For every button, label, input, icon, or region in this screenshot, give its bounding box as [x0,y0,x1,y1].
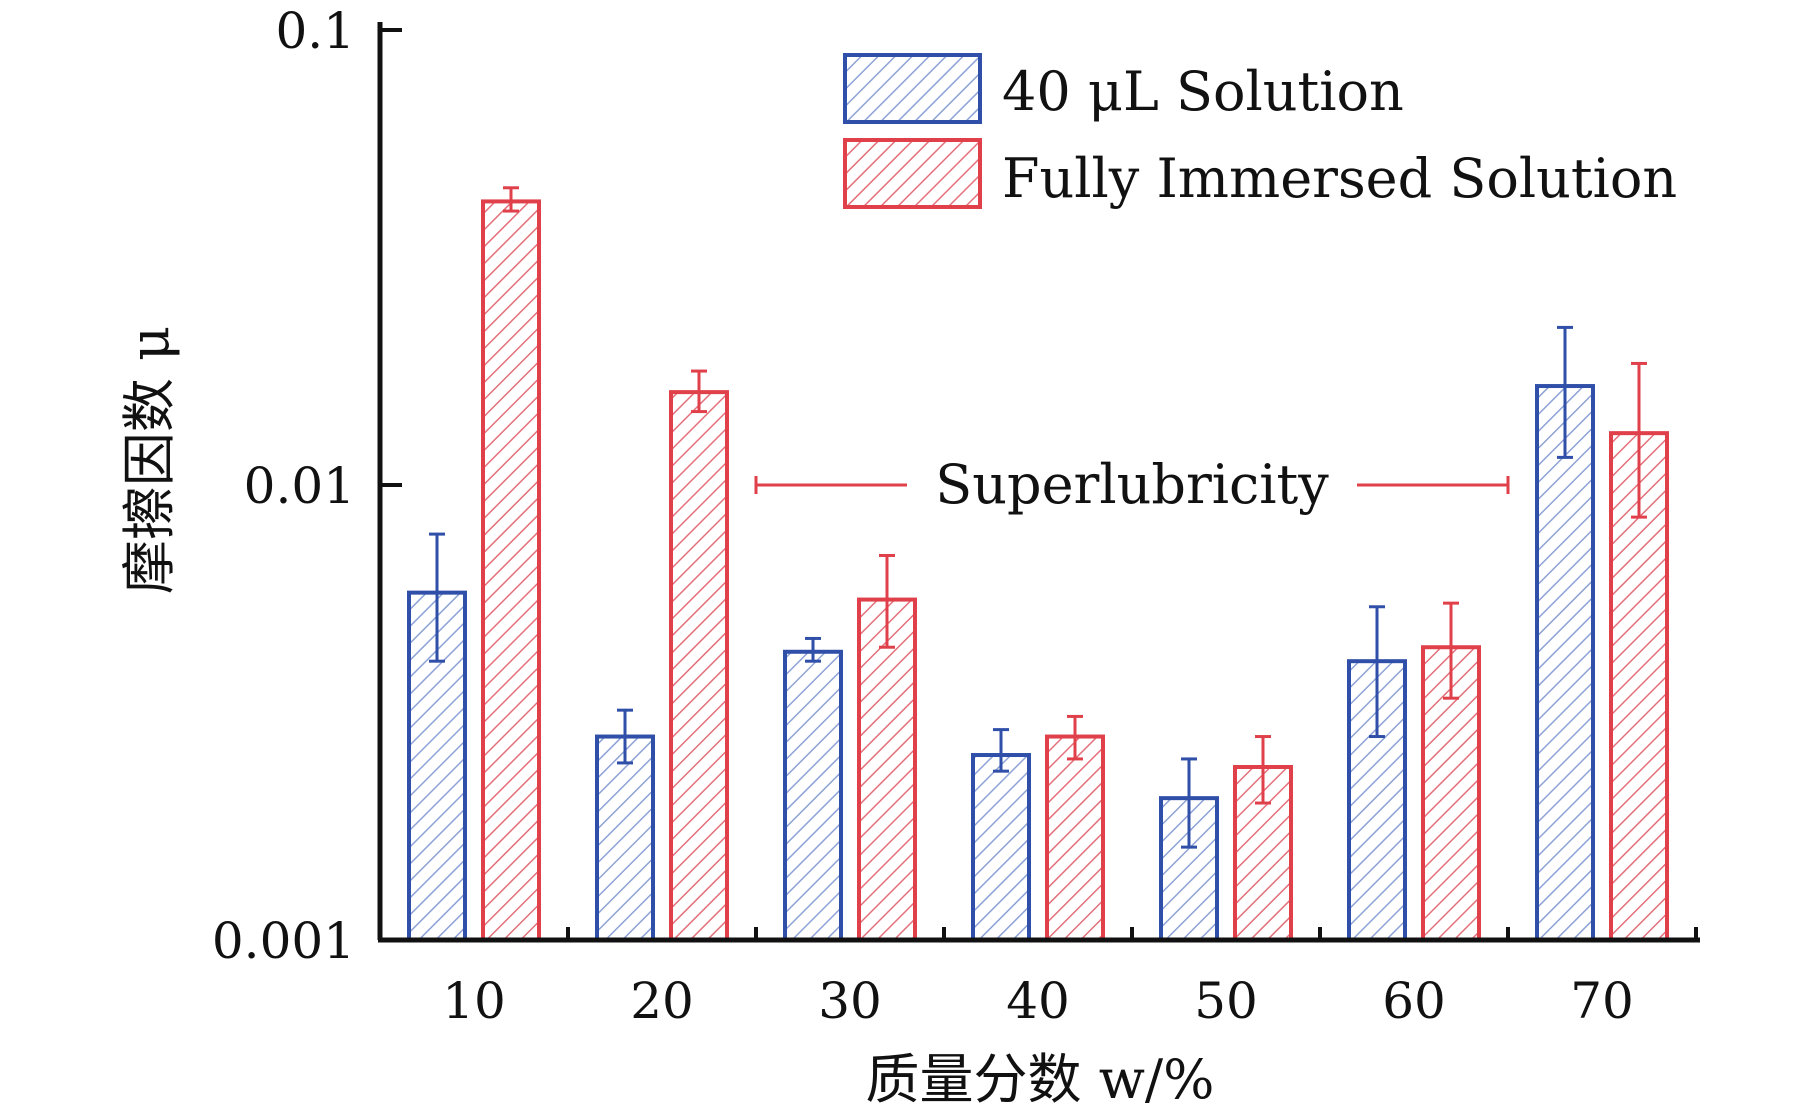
legend-label-series-2: Fully Immersed Solution [1002,147,1677,210]
legend: 40 μL Solution Fully Immersed Solution [843,53,1677,210]
error-bar-s1-40 [993,728,1009,773]
bar-s2-20 [669,390,729,942]
error-bar-s2-40 [1067,714,1083,761]
error-bar-s1-70 [1557,325,1573,459]
annotation-bracket [754,476,1510,494]
x-tick-label-30: 30 [818,972,882,1030]
annotation-label: Superlubricity [935,453,1329,516]
x-tick-label-10: 10 [442,972,506,1030]
error-bar-s1-60 [1369,605,1385,739]
error-bar-s2-30 [879,553,895,649]
error-bar-s1-30 [805,636,821,663]
bar-s1-70 [1535,384,1595,942]
error-bar-s2-20 [691,369,707,414]
error-bar-s1-20 [617,708,633,765]
bar-s1-20 [595,734,655,942]
legend-swatch-series-1 [843,53,982,124]
bar-s2-40 [1045,734,1105,942]
bar-s2-30 [857,597,917,942]
x-tick-label-70: 70 [1570,972,1634,1030]
superlubricity-annotation: Superlubricity [754,453,1510,516]
bar-s1-30 [783,649,843,942]
error-bar-s2-60 [1443,601,1459,700]
y-tick-label-0.1: 0.1 [275,2,355,60]
x-tick-label-20: 20 [630,972,694,1030]
bars-layer [407,199,1669,943]
y-axis-title: 摩擦因数 μ [118,326,181,594]
y-tick-label-0.001: 0.001 [212,912,355,970]
x-axis-title: 质量分数 w/% [866,1048,1215,1111]
error-bar-s1-50 [1181,757,1197,849]
y-tick-label-0.01: 0.01 [244,457,355,515]
error-bar-s2-10 [503,186,519,213]
y-ticks: 0.001 0.01 0.1 [212,2,402,970]
bar-s1-60 [1347,659,1407,942]
x-tick-label-50: 50 [1194,972,1258,1030]
error-bar-s2-50 [1255,735,1271,805]
x-tick-label-60: 60 [1382,972,1446,1030]
legend-swatch-series-2 [843,138,982,209]
bar-s1-40 [971,753,1031,943]
x-tick-label-40: 40 [1006,972,1070,1030]
bar-s2-10 [481,199,541,942]
legend-label-series-1: 40 μL Solution [1002,60,1404,123]
error-bars-layer [429,186,1647,849]
x-ticks: 10 20 30 40 50 60 70 [378,927,1698,1030]
error-bar-s2-70 [1631,361,1647,519]
error-bar-s1-10 [429,532,445,663]
